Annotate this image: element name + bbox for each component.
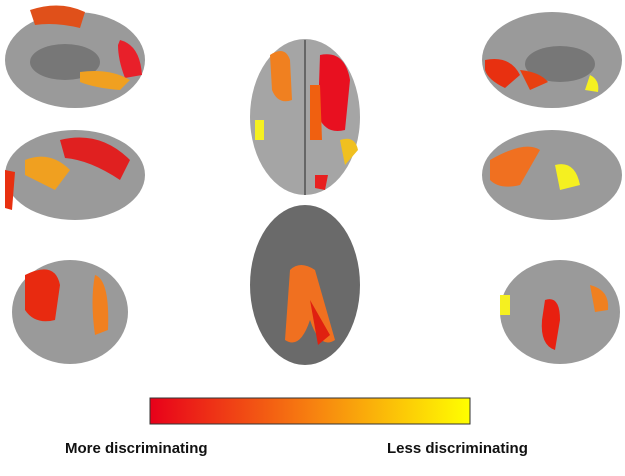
inferior-view	[250, 205, 360, 365]
right-lateral-view	[482, 130, 622, 220]
left-medial-view	[5, 5, 145, 108]
right-frontal-view	[500, 260, 620, 364]
left-lateral-view	[5, 130, 145, 220]
right-medial-view	[482, 12, 622, 108]
left-frontal-view	[12, 260, 128, 364]
superior-view	[250, 39, 360, 195]
colorbar	[149, 397, 471, 425]
right-label: Less discriminating	[387, 440, 528, 457]
left-label: More discriminating	[65, 440, 208, 457]
